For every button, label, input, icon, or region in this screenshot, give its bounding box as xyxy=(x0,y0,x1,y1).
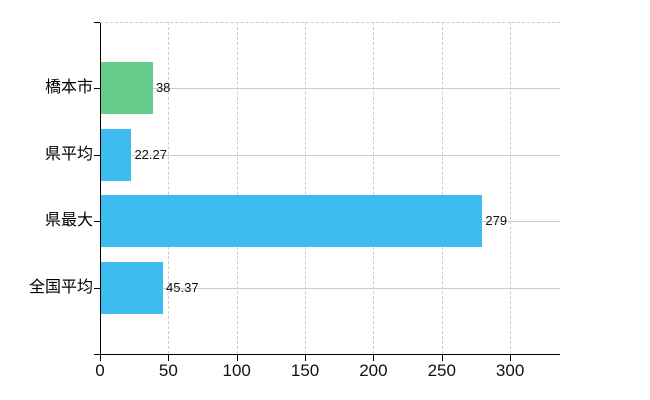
plot-top-border xyxy=(100,22,560,23)
vertical-gridline xyxy=(305,22,307,354)
row-gridline xyxy=(101,88,560,90)
x-axis-tick xyxy=(100,355,101,361)
y-axis-line xyxy=(100,22,101,354)
y-axis-tick xyxy=(94,154,100,156)
row-gridline xyxy=(101,154,560,156)
vertical-gridline xyxy=(168,22,170,354)
x-axis-tick xyxy=(305,355,307,361)
category-label: 橋本市 xyxy=(44,79,93,97)
x-axis-tick xyxy=(168,355,170,361)
bar-1 xyxy=(101,128,132,181)
x-axis-tick-label: 250 xyxy=(427,361,456,380)
y-axis-tick xyxy=(94,88,100,90)
x-axis-tick-label: 200 xyxy=(359,361,388,380)
x-axis-tick xyxy=(236,355,238,361)
x-axis-tick-label: 0 xyxy=(95,361,105,380)
x-axis-tick-label: 150 xyxy=(290,361,320,380)
category-label: 県最大 xyxy=(44,212,93,230)
bar-3 xyxy=(101,261,164,314)
x-axis-line xyxy=(94,354,560,355)
bar-value-label: 38 xyxy=(155,80,171,96)
y-axis-tick xyxy=(94,287,100,289)
category-label: 全国平均 xyxy=(28,278,93,296)
bar-0 xyxy=(101,62,153,115)
y-axis-top-tick xyxy=(94,22,100,23)
bar-value-label: 45.37 xyxy=(166,279,199,295)
x-axis-tick-label: 300 xyxy=(495,361,525,380)
x-axis-tick xyxy=(373,355,375,361)
x-axis-tick xyxy=(510,355,512,361)
vertical-gridline xyxy=(373,22,375,354)
x-axis-tick xyxy=(441,355,443,361)
vertical-gridline xyxy=(236,22,238,354)
y-axis-tick xyxy=(94,221,100,223)
bar-2 xyxy=(101,195,483,248)
category-label: 県平均 xyxy=(44,145,93,163)
bar-value-label: 279 xyxy=(485,213,508,229)
vertical-gridline xyxy=(441,22,443,354)
row-gridline xyxy=(101,287,560,289)
bar-value-label: 22.27 xyxy=(134,146,167,162)
x-axis-tick-label: 100 xyxy=(222,361,251,380)
x-axis-tick-label: 50 xyxy=(158,361,178,380)
vertical-gridline xyxy=(510,22,512,354)
